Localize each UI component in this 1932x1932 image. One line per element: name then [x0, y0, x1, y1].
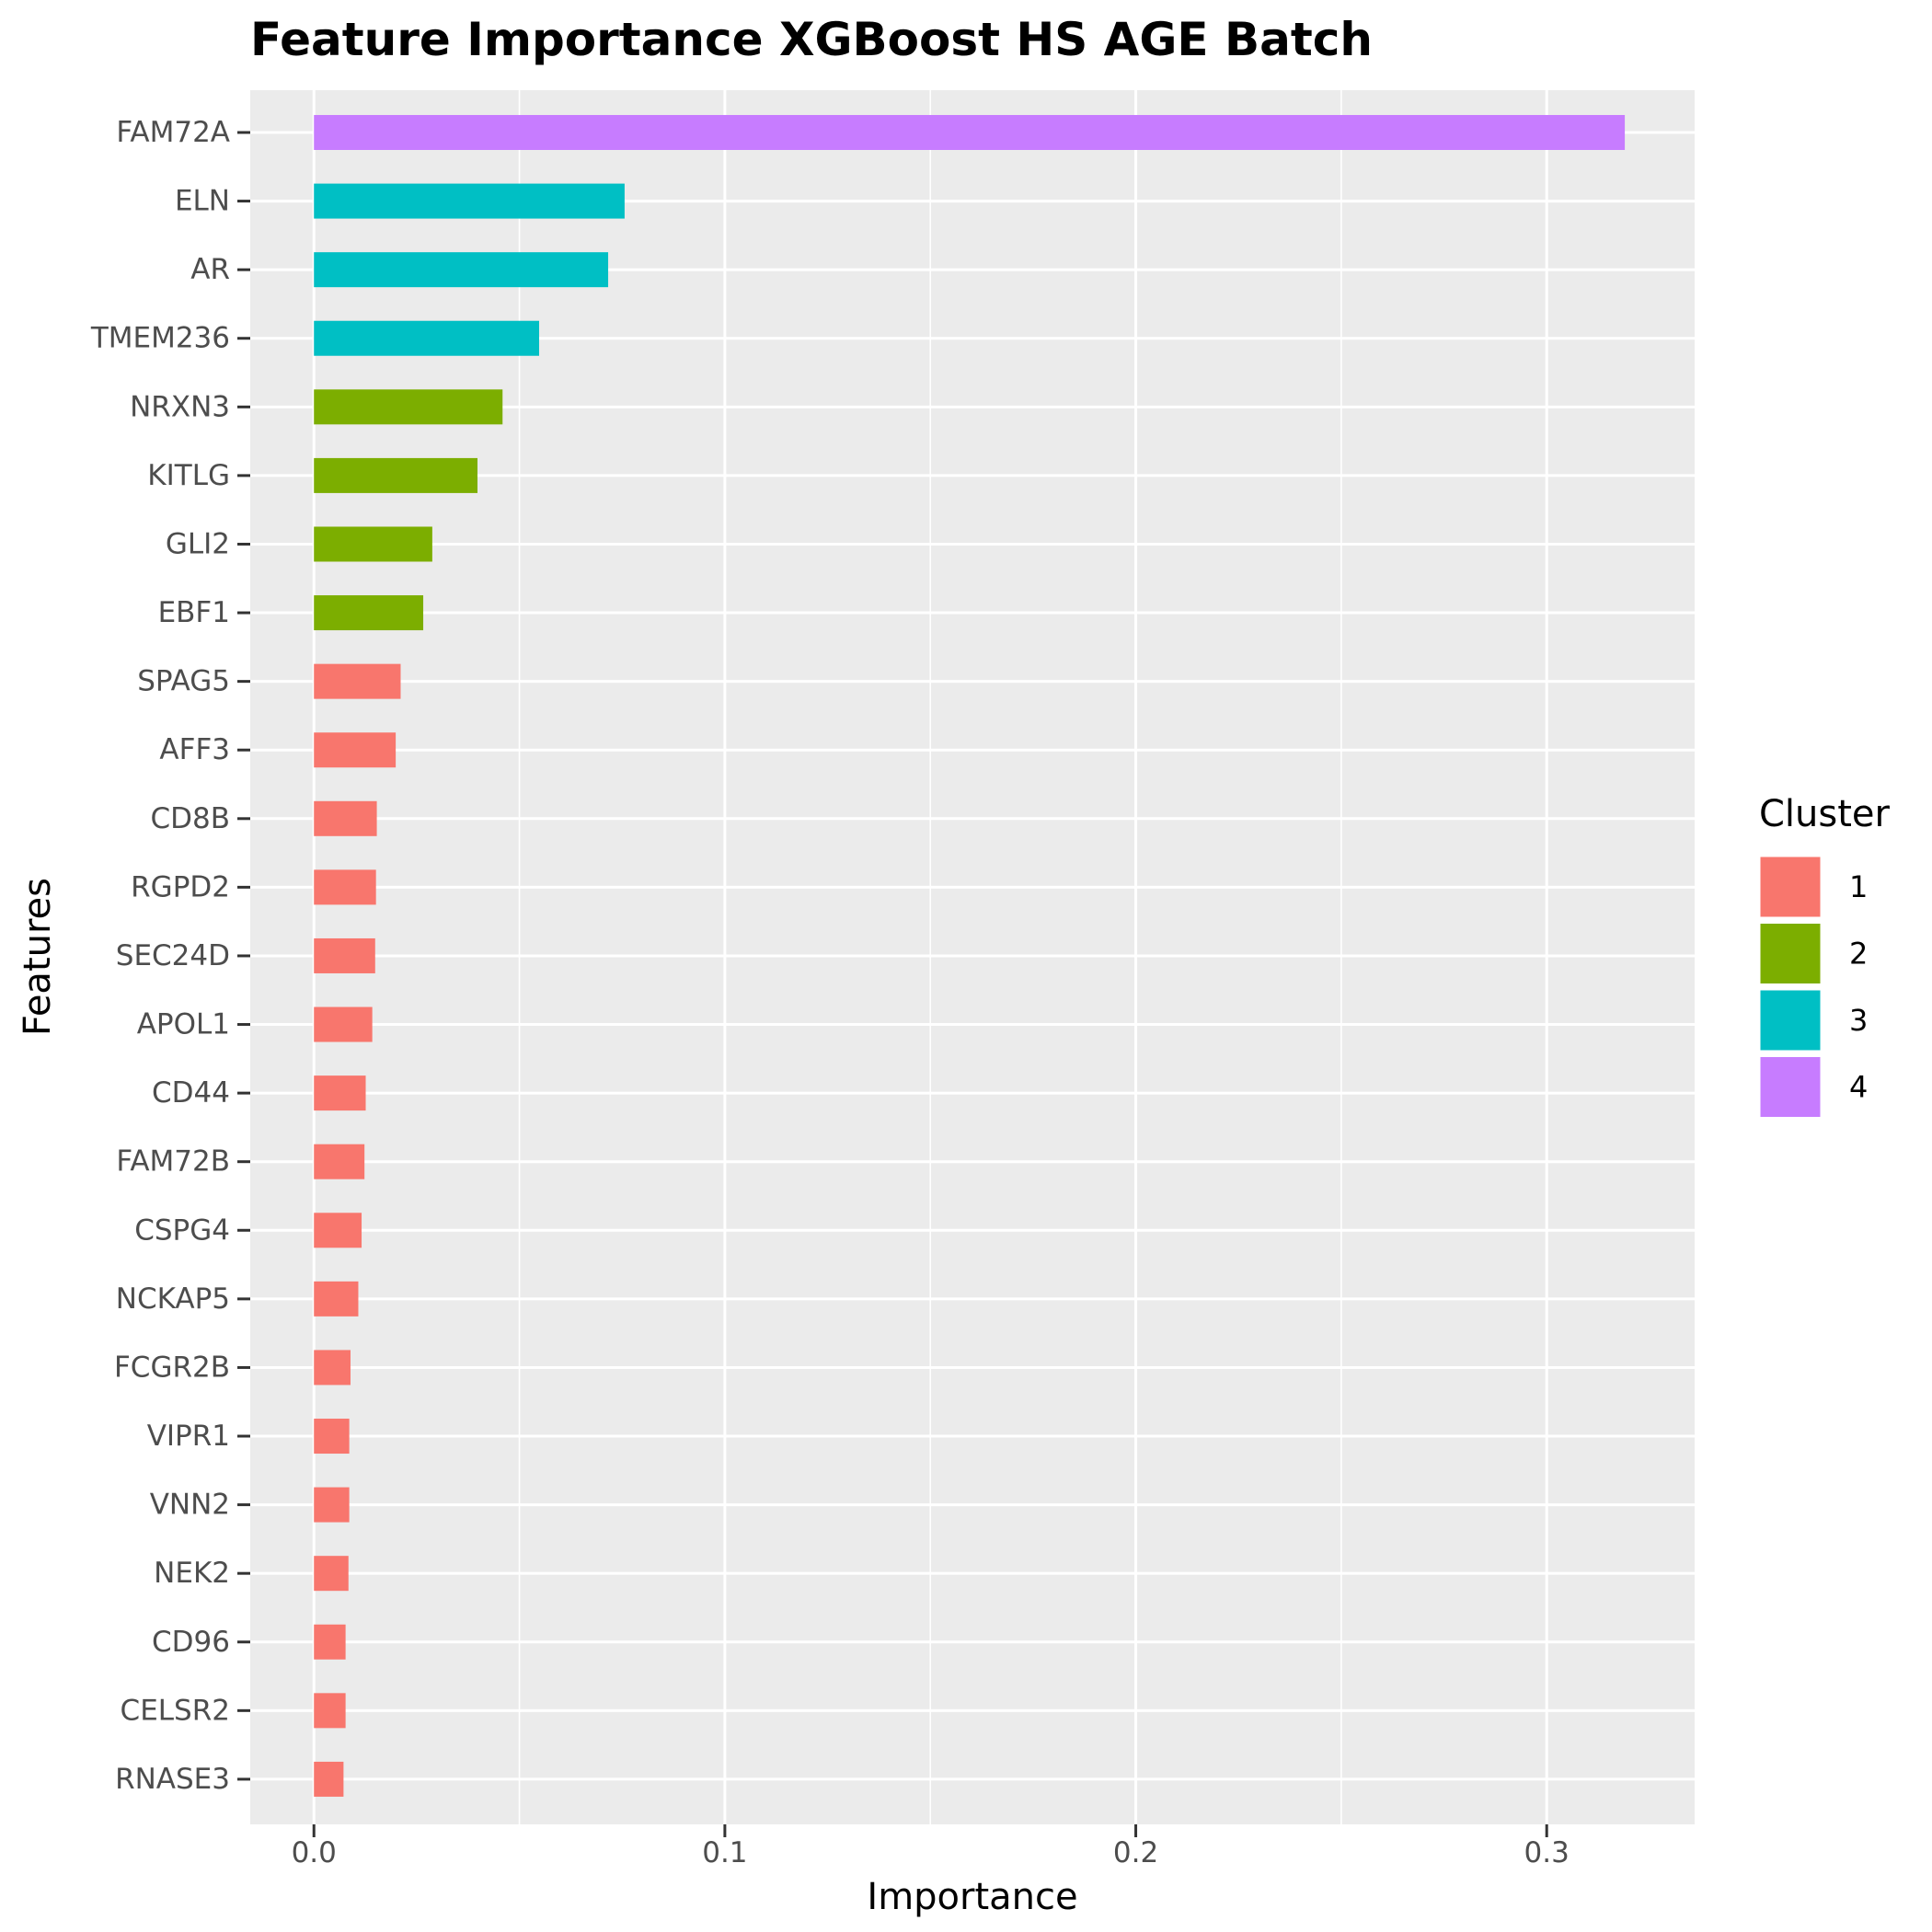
y-tick-label: AR	[190, 253, 230, 286]
bar-fcgr2b	[314, 1350, 351, 1386]
legend-label-1: 1	[1849, 869, 1868, 904]
legend-key-1	[1757, 854, 1823, 920]
bar-nek2	[314, 1556, 349, 1592]
bar-sec24d	[314, 937, 375, 973]
legend: 1 2 3 4	[1757, 854, 1868, 1120]
x-tick-label: 0.3	[1524, 1836, 1570, 1869]
x-axis: 0.0 0.1 0.2 0.3	[292, 1824, 1570, 1869]
bar-rnase3	[314, 1761, 344, 1797]
bar-fam72a	[314, 115, 1626, 150]
bar-nrxn3	[314, 389, 503, 425]
legend-key-4	[1757, 1054, 1823, 1120]
y-tick-label: NRXN3	[130, 390, 230, 423]
y-tick-label: ELN	[175, 185, 230, 218]
y-tick-label: CD44	[152, 1076, 230, 1110]
bar-kitlg	[314, 457, 478, 493]
legend-label-3: 3	[1849, 1003, 1868, 1038]
bar-aff3	[314, 732, 397, 768]
bar-cspg4	[314, 1213, 362, 1248]
bars	[314, 115, 1626, 1797]
y-tick-label: RNASE3	[115, 1763, 230, 1796]
y-tick-label: NCKAP5	[116, 1282, 230, 1316]
y-axis-title: Features	[17, 878, 59, 1036]
y-tick-label: SEC24D	[116, 939, 230, 972]
bar-tmem236	[314, 320, 539, 356]
x-tick-label: 0.1	[702, 1836, 747, 1869]
y-tick-label: CSPG4	[134, 1213, 230, 1247]
y-axis: FAM72A ELN AR TMEM236 NRXN3 KITLG GLI2 EBF1 SPAG…	[90, 116, 250, 1796]
legend-key-3	[1757, 987, 1823, 1053]
legend-label-4: 4	[1849, 1070, 1868, 1105]
legend-title: Cluster	[1759, 793, 1891, 835]
bar-nckap5	[314, 1281, 359, 1317]
bar-cd8b	[314, 800, 377, 836]
bar-rgpd2	[314, 869, 376, 905]
bar-fam72b	[314, 1144, 365, 1179]
y-tick-label: VNN2	[150, 1489, 230, 1522]
y-tick-label: APOL1	[137, 1008, 230, 1041]
plot-panel	[250, 90, 1695, 1824]
bar-eln	[314, 183, 625, 219]
y-tick-label: RGPD2	[131, 870, 230, 903]
bar-spag5	[314, 663, 401, 699]
bar-cd96	[314, 1624, 346, 1660]
legend-key-2	[1757, 921, 1823, 986]
bar-ar	[314, 252, 609, 288]
y-tick-label: TMEM236	[90, 322, 230, 355]
x-axis-title: Importance	[867, 1876, 1077, 1918]
y-tick-label: FCGR2B	[114, 1351, 230, 1384]
bar-apol1	[314, 1006, 373, 1042]
bar-cd44	[314, 1075, 366, 1111]
bar-vipr1	[314, 1419, 350, 1455]
y-tick-label: EBF1	[158, 596, 230, 629]
y-tick-label: AFF3	[159, 733, 230, 766]
y-tick-label: FAM72A	[116, 116, 230, 149]
y-tick-label: GLI2	[166, 527, 230, 560]
bar-ebf1	[314, 595, 424, 631]
bar-vnn2	[314, 1487, 350, 1523]
chart-title: Feature Importance XGBoost HS AGE Batch	[250, 13, 1373, 66]
y-tick-label: SPAG5	[137, 665, 230, 698]
y-tick-label: CELSR2	[121, 1694, 230, 1727]
y-tick-label: VIPR1	[147, 1420, 230, 1453]
y-tick-label: NEK2	[154, 1557, 230, 1590]
y-tick-label: FAM72B	[116, 1145, 230, 1179]
bar-gli2	[314, 526, 432, 562]
x-tick-label: 0.2	[1113, 1836, 1158, 1869]
bar-celsr2	[314, 1693, 346, 1729]
y-tick-label: CD8B	[150, 802, 230, 835]
y-tick-label: CD96	[152, 1626, 230, 1659]
legend-label-2: 2	[1849, 937, 1868, 972]
x-tick-label: 0.0	[292, 1836, 337, 1869]
y-tick-label: KITLG	[147, 459, 230, 492]
